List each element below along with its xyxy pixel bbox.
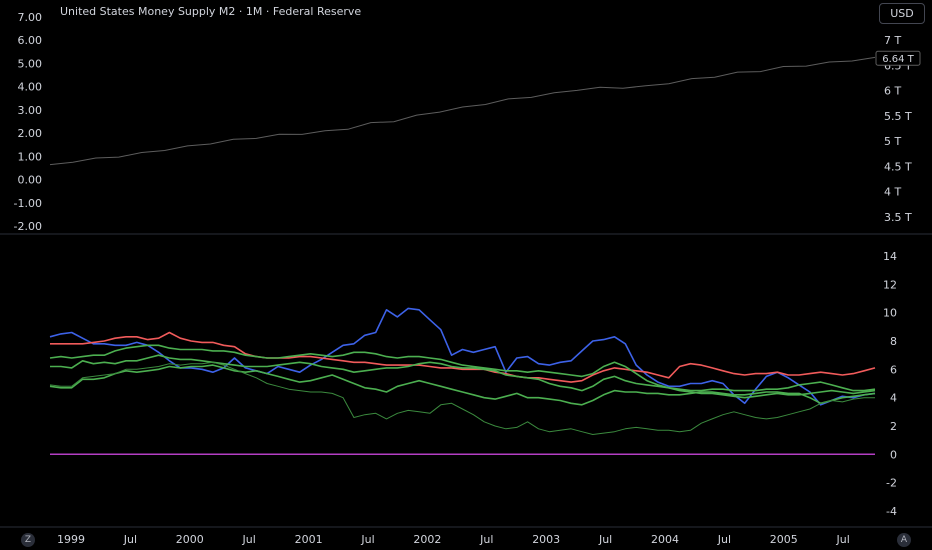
right-axis-tick-label: 7 T	[884, 34, 901, 47]
right-axis-tick-label: 12	[883, 278, 897, 291]
top-right-axis: 7 T6.5 T6 T5.5 T5 T4.5 T4 T3.5 T	[884, 34, 912, 224]
time-axis-tick-label: Jul	[836, 533, 850, 546]
right-axis-tick-label: 8	[890, 335, 897, 348]
series-line	[49, 361, 875, 435]
right-axis-tick-label: -4	[886, 505, 897, 518]
left-axis-tick-label: 4.00	[18, 81, 43, 94]
right-axis-tick-label: 3.5 T	[884, 211, 912, 224]
time-axis[interactable]: 1999 Jul 2000 Jul 2001 Jul 2002 Jul 2003 Jul 2004 J…	[0, 526, 932, 546]
time-axis-tick-label: 2004	[651, 533, 679, 546]
left-axis-tick-label: 5.00	[18, 57, 43, 70]
left-axis-tick-label: 2.00	[18, 127, 43, 140]
last-value-label: 6.64 T	[882, 54, 914, 65]
time-axis-tick-label: Jul	[123, 533, 137, 546]
indicator-series	[49, 307, 876, 456]
time-axis-tick-label: Jul	[479, 533, 493, 546]
left-axis-tick-label: 6.00	[18, 34, 43, 47]
time-axis-tick-label: Jul	[717, 533, 731, 546]
time-axis-tick-label: 2000	[176, 533, 204, 546]
left-axis-tick-label: -2.00	[14, 220, 42, 233]
chart-title: United States Money Supply M2 · 1M · Fed…	[60, 5, 362, 18]
right-axis-tick-label: -2	[886, 477, 897, 490]
time-axis-tick-label: 2003	[532, 533, 560, 546]
left-axis-tick-label: 7.00	[18, 11, 43, 24]
right-axis-tick-label: 4	[890, 392, 897, 405]
left-axis-tick-label: 3.00	[18, 104, 43, 117]
time-axis-tick-label: 1999	[57, 533, 85, 546]
series-line	[49, 364, 876, 406]
currency-button[interactable]: USD	[879, 3, 925, 24]
right-axis-tick-label: 4.5 T	[884, 160, 912, 173]
series-line	[49, 344, 876, 399]
left-axis-tick-label: 0.00	[18, 174, 43, 187]
right-axis-tick-label: 5.5 T	[884, 110, 912, 123]
time-axis-tick-label: Jul	[242, 533, 256, 546]
auto-scale-badge[interactable]: A	[897, 533, 911, 547]
zoom-badge[interactable]: Z	[21, 533, 35, 547]
series-line	[50, 354, 876, 392]
right-axis-tick-label: 6 T	[884, 85, 901, 98]
m2-line	[49, 56, 876, 166]
time-axis-tick-label: Jul	[598, 533, 612, 546]
right-axis-tick-label: 14	[883, 250, 897, 263]
left-axis-tick-label: 1.00	[18, 150, 43, 163]
time-axis-tick-label: 2002	[413, 533, 441, 546]
left-axis-tick-label: -1.00	[14, 197, 42, 210]
series-line	[49, 307, 876, 406]
right-axis-tick-label: 2	[890, 420, 897, 433]
time-axis-tick-label: Jul	[360, 533, 374, 546]
right-axis-tick-label: 4 T	[884, 186, 901, 199]
time-axis-tick-label: 2001	[295, 533, 323, 546]
right-axis-tick-label: 6	[890, 363, 897, 376]
right-axis-tick-label: 5 T	[884, 135, 901, 148]
last-value-box	[875, 50, 921, 66]
m2-series: 6.64 T	[49, 50, 921, 166]
top-left-axis: 7.00 6.00 5.00 4.00 3.00 2.00 1.00 0.00 -1.00 -2.…	[14, 11, 42, 233]
bottom-right-axis: 14 12 10 8 6 4 2 0 -2 -4	[883, 250, 897, 518]
time-axis-tick-label: 2005	[770, 533, 798, 546]
right-axis-tick-label: 0	[890, 448, 897, 461]
series-line	[50, 331, 876, 383]
right-axis-tick-label: 10	[883, 307, 897, 320]
